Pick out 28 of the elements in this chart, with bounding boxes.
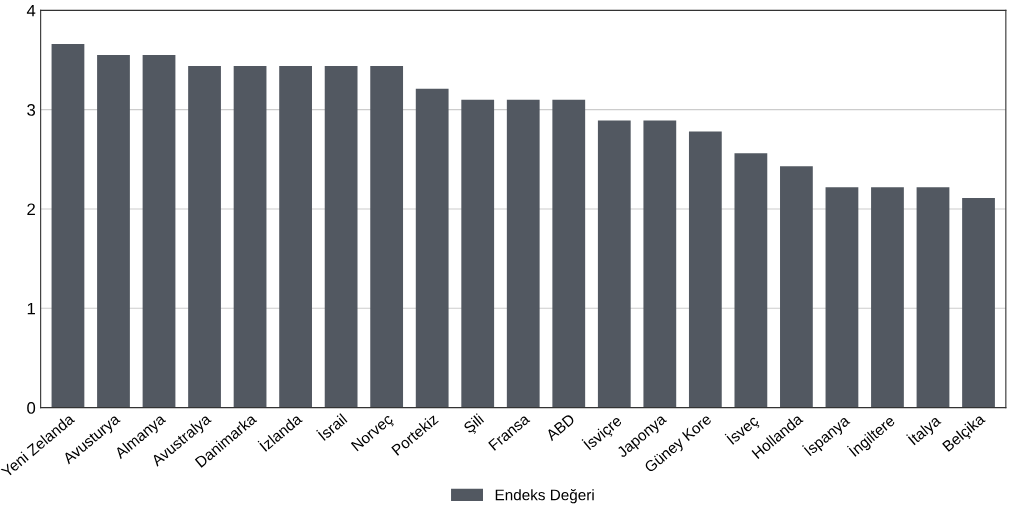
bar	[51, 44, 85, 408]
y-tick-label: 1	[27, 302, 35, 315]
y-tick-label: 4	[26, 4, 36, 17]
bar	[688, 131, 722, 408]
bar	[370, 65, 404, 408]
bar	[734, 153, 768, 408]
bar	[415, 88, 449, 408]
bar	[142, 55, 176, 408]
y-tick-label: 2	[27, 203, 35, 216]
y-tick-label: 3	[27, 104, 36, 116]
bar	[233, 65, 267, 408]
x-tick-label: Şili	[462, 413, 487, 437]
bar	[506, 99, 540, 408]
bar	[597, 120, 631, 408]
bar	[279, 65, 312, 408]
bar	[324, 65, 358, 408]
bar	[825, 187, 859, 408]
bar	[97, 55, 130, 408]
legend-label: Endeks Değeri	[495, 488, 594, 504]
y-tick-label: 0	[27, 402, 36, 414]
bar	[916, 187, 950, 408]
bar	[871, 187, 904, 408]
bar	[461, 99, 495, 408]
bar	[780, 166, 813, 408]
bar	[643, 120, 677, 408]
bar	[962, 198, 995, 408]
bar	[552, 99, 586, 408]
bar	[188, 65, 221, 408]
